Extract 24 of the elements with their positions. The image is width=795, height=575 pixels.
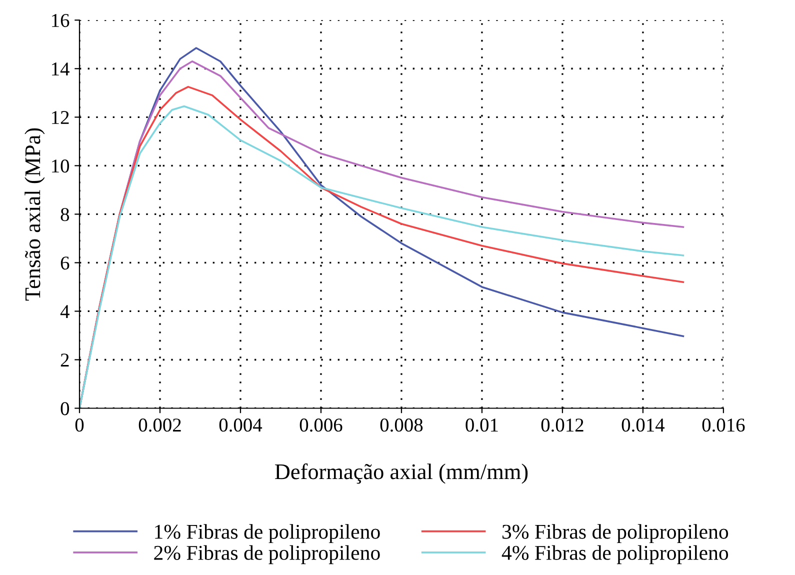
y-tick-label: 10 (52, 159, 70, 173)
y-axis-title: Tensão axial (MPa) (24, 128, 45, 301)
x-tick-label: 0.016 (702, 418, 745, 432)
x-tick-label: 0.002 (138, 418, 181, 432)
legend-label: 3% Fibras de polipropileno (502, 524, 728, 544)
y-tick-label: 8 (60, 208, 70, 222)
legend-label: 1% Fibras de polipropileno (155, 524, 380, 544)
y-tick-label: 0 (60, 402, 70, 416)
x-axis-title: Deformação axial (mm/mm) (275, 463, 528, 484)
y-tick-label: 6 (60, 256, 70, 270)
y-tick-label: 12 (52, 111, 69, 124)
legend-label: 2% Fibras de polipropileno (154, 545, 380, 564)
x-tick-label: 0.01 (466, 418, 498, 432)
x-tick-label: 0.004 (219, 418, 262, 432)
x-tick-label: 0 (75, 418, 84, 432)
legend-label: 4% Fibras de polipropileno (502, 545, 728, 564)
y-tick-label: 2 (60, 354, 69, 366)
x-tick-label: 0.014 (622, 418, 665, 432)
x-tick-label: 0.012 (541, 418, 584, 432)
x-tick-label: 0.006 (300, 418, 342, 432)
y-tick-label: 14 (52, 62, 70, 76)
y-tick-label: 4 (60, 305, 70, 318)
y-tick-label: 16 (52, 14, 70, 28)
x-tick-label: 0.008 (380, 418, 423, 432)
